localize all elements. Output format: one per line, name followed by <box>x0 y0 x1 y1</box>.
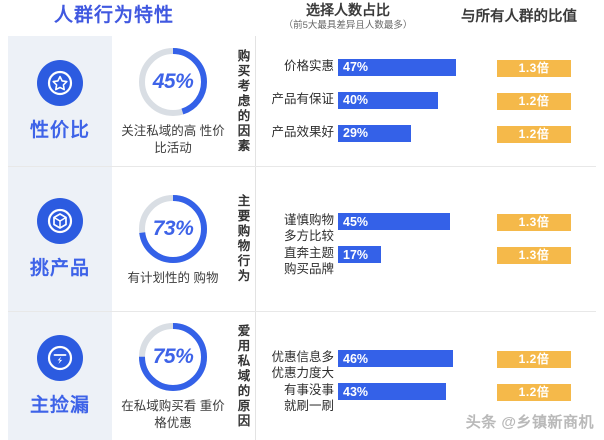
box-icon <box>37 198 83 244</box>
category-strip: 购买考虑的因素 <box>230 36 256 166</box>
bar-list: 价格实惠 47% 产品有保证 40% 产品效果好 29% <box>256 36 468 166</box>
donut-value: 75% <box>152 345 194 368</box>
persona-row: 挑产品 73% 有计划性的 购物 主要购物行为 谨慎购物 多方比较 45% 直奔主题 购买品… <box>0 167 604 311</box>
bar-list: 谨慎购物 多方比较 45% 直奔主题 购买品牌 17% <box>256 167 468 311</box>
bar-row[interactable]: 价格实惠 47% <box>262 58 468 79</box>
ratio-badge: 1.2倍 <box>497 125 571 143</box>
bar-list: 优惠信息多 优惠力度大 46% 有事没事 就刷一刷 43% <box>256 312 468 440</box>
ratio-row: 1.2倍 <box>497 349 571 370</box>
donut-chart: 73% <box>136 192 210 266</box>
ratio-badge: 1.3倍 <box>497 214 571 231</box>
header-ratio-title: 与所有人群的比值 <box>461 9 577 25</box>
star-icon <box>37 60 83 106</box>
donut-card: 73% 有计划性的 购物 <box>118 167 228 311</box>
ratio-list: 1.2倍 1.2倍 <box>468 312 604 440</box>
category-strip: 主要购物行为 <box>230 167 256 311</box>
persona-card[interactable]: 性价比 <box>8 36 112 166</box>
donut-caption: 关注私域的高 性价比活动 <box>121 124 225 155</box>
ratio-list: 1.3倍 1.2倍 1.2倍 <box>468 36 604 166</box>
bar-track: 47% <box>338 58 468 76</box>
ratio-row: 1.2倍 <box>497 91 571 112</box>
header-persona-title: 人群行为特性 <box>53 5 174 26</box>
bar-fill: 17% <box>338 246 381 263</box>
header-bars-title: 选择人数占比 <box>306 2 390 18</box>
bar-row[interactable]: 产品效果好 29% <box>262 124 468 145</box>
ratio-row: 1.3倍 <box>497 58 571 79</box>
category-label: 爱用私域的原因 <box>235 323 250 429</box>
category-label: 主要购物行为 <box>235 194 250 284</box>
category-strip: 爱用私域的原因 <box>230 312 256 440</box>
ratio-badge: 1.3倍 <box>497 247 571 264</box>
persona-label: 主捡漏 <box>29 395 90 416</box>
bar-label: 优惠信息多 优惠力度大 <box>271 350 334 380</box>
header-row: 人群行为特性 选择人数占比 （前5大最具差异且人数最多） 与所有人群的比值 <box>0 0 604 36</box>
donut-chart: 75% <box>136 320 210 394</box>
bar-label: 产品有保证 <box>271 91 334 106</box>
ratio-badge: 1.2倍 <box>497 92 571 110</box>
donut-card: 75% 在私域购买看 重价格优惠 <box>118 312 228 440</box>
ratio-badge: 1.2倍 <box>497 384 571 401</box>
donut-value: 45% <box>152 70 194 93</box>
bar-track: 29% <box>338 124 468 142</box>
bar-fill: 43% <box>338 383 446 400</box>
bar-track: 43% <box>338 383 468 400</box>
persona-card[interactable]: 挑产品 <box>8 167 112 311</box>
donut-value: 73% <box>152 216 194 240</box>
ratio-row: 1.2倍 <box>497 124 571 145</box>
bar-track: 46% <box>338 350 468 367</box>
bar-row[interactable]: 有事没事 就刷一刷 43% <box>262 382 468 413</box>
bar-track: 17% <box>338 246 468 263</box>
row-separator <box>8 166 596 167</box>
lightning-icon <box>37 335 83 381</box>
bar-track: 40% <box>338 91 468 109</box>
bar-fill: 45% <box>338 213 451 230</box>
donut-caption: 在私域购买看 重价格优惠 <box>121 399 225 430</box>
bar-label: 产品效果好 <box>271 124 334 139</box>
donut-caption: 有计划性的 购物 <box>127 270 219 285</box>
persona-label: 挑产品 <box>29 258 90 279</box>
donut-card: 45% 关注私域的高 性价比活动 <box>118 36 228 166</box>
donut-chart: 45% <box>136 45 210 119</box>
row-separator <box>8 311 596 312</box>
watermark: 头条 @乡镇新商机 <box>465 414 594 431</box>
ratio-badge: 1.3倍 <box>497 59 571 77</box>
persona-card[interactable]: 主捡漏 <box>8 312 112 440</box>
persona-label: 性价比 <box>29 120 90 141</box>
bar-label: 价格实惠 <box>283 58 334 73</box>
bar-row[interactable]: 产品有保证 40% <box>262 91 468 112</box>
bar-fill: 29% <box>338 124 411 142</box>
bar-fill: 40% <box>338 91 438 109</box>
bar-row[interactable]: 优惠信息多 优惠力度大 46% <box>262 349 468 380</box>
header-bars-subtitle: （前5大最具差异且人数最多） <box>283 20 413 31</box>
bar-label: 有事没事 就刷一刷 <box>283 383 334 413</box>
header-bars-block: 选择人数占比 （前5大最具差异且人数最多） <box>228 2 440 32</box>
persona-row: 性价比 45% 关注私域的高 性价比活动 购买考虑的因素 价格实惠 47% 产品有保证 40%… <box>0 36 604 166</box>
bar-row[interactable]: 谨慎购物 多方比较 45% <box>262 212 468 243</box>
persona-row: 主捡漏 75% 在私域购买看 重价格优惠 爱用私域的原因 优惠信息多 优惠力度大 46% 有… <box>0 312 604 440</box>
bar-row[interactable]: 直奔主题 购买品牌 17% <box>262 245 468 276</box>
category-label: 购买考虑的因素 <box>235 48 250 154</box>
bar-fill: 47% <box>338 58 456 76</box>
rows-container: 性价比 45% 关注私域的高 性价比活动 购买考虑的因素 价格实惠 47% 产品有保证 40%… <box>0 36 604 440</box>
bar-fill: 46% <box>338 350 454 367</box>
ratio-row: 1.2倍 <box>497 382 571 403</box>
bar-label: 直奔主题 购买品牌 <box>283 246 334 276</box>
ratio-list: 1.3倍 1.3倍 <box>468 167 604 311</box>
bar-track: 45% <box>338 213 468 230</box>
bar-label: 谨慎购物 多方比较 <box>283 213 334 243</box>
ratio-badge: 1.2倍 <box>497 351 571 368</box>
ratio-row: 1.3倍 <box>497 212 571 233</box>
ratio-row: 1.3倍 <box>497 245 571 266</box>
